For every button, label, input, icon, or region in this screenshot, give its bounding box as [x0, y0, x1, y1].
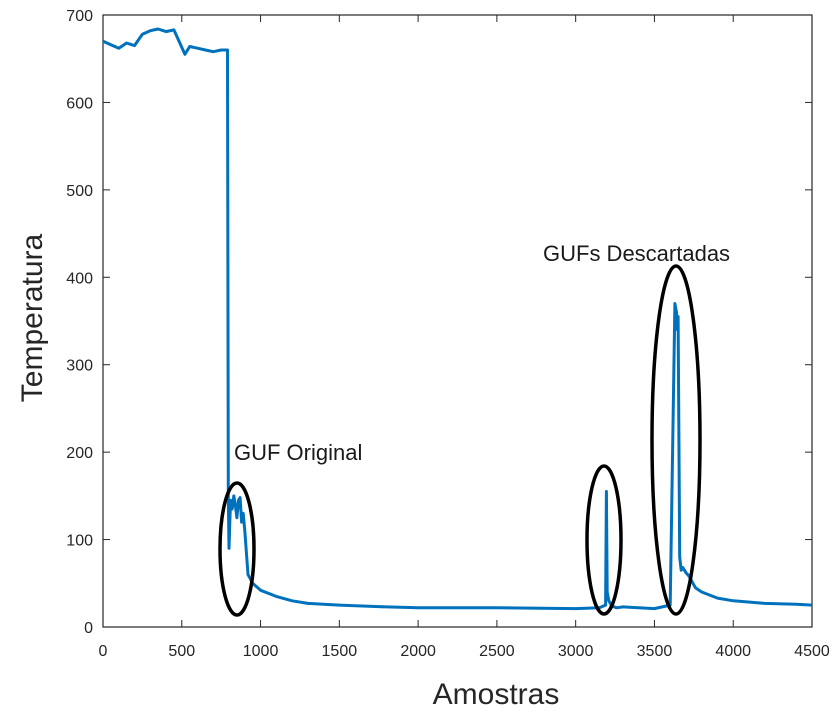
- x-tick-label: 3500: [637, 643, 673, 660]
- x-tick-label: 4500: [794, 643, 830, 660]
- x-tick-label: 4000: [715, 643, 751, 660]
- axis-ticks: 0 500 1000 1500 2000 2500 3000 3500 4000 4500 0 100…: [66, 8, 830, 660]
- y-tick-label: 500: [66, 183, 93, 200]
- series-layer: [102, 27, 813, 611]
- x-tick-label: 3000: [558, 643, 594, 660]
- series-line-temperatura: [102, 27, 813, 611]
- y-tick-label: 0: [84, 620, 93, 637]
- annotation-guf-original: GUF Original: [234, 440, 362, 465]
- y-tick-label: 200: [66, 445, 93, 462]
- x-tick-label: 2000: [400, 643, 436, 660]
- annotation-layer: GUF Original GUFs Descartadas: [218, 241, 730, 617]
- guf-descartada-ellipse-1: [585, 464, 623, 616]
- guf-original-ellipse: [218, 481, 256, 617]
- plot-area: [102, 14, 813, 628]
- x-axis-label: Amostras: [433, 678, 560, 711]
- x-tick-label: 1000: [243, 643, 279, 660]
- y-tick-label: 100: [66, 533, 93, 550]
- y-tick-label: 300: [66, 358, 93, 375]
- y-tick-label: 700: [66, 8, 93, 25]
- y-axis-label: Temperatura: [16, 233, 49, 402]
- x-tick-label: 2500: [479, 643, 515, 660]
- guf-descartada-ellipse-2: [650, 264, 702, 616]
- y-tick-label: 400: [66, 270, 93, 287]
- x-tick-label: 500: [168, 643, 195, 660]
- annotation-gufs-descartadas: GUFs Descartadas: [543, 241, 730, 266]
- x-tick-label: 1500: [322, 643, 358, 660]
- y-tick-label: 600: [66, 95, 93, 112]
- x-tick-label: 0: [99, 643, 108, 660]
